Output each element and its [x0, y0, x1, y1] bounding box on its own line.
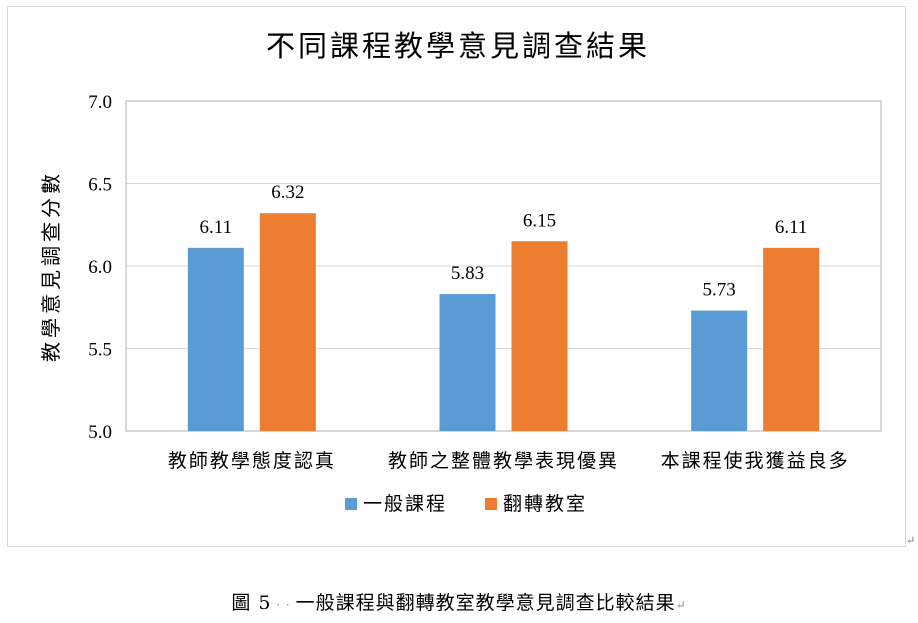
- data-label: 5.83: [451, 263, 484, 284]
- legend-label: 翻轉教室: [503, 493, 587, 515]
- bar: [259, 213, 316, 431]
- data-label: 6.11: [775, 217, 808, 238]
- data-label: 5.73: [703, 280, 736, 301]
- data-label: 6.32: [271, 182, 304, 203]
- legend-swatch: [485, 498, 497, 510]
- bar: [511, 241, 568, 431]
- plot-area-border: [125, 100, 882, 432]
- paragraph-mark-icon: ↵: [906, 534, 916, 547]
- y-axis-label: 教學意見調查分數: [39, 170, 63, 362]
- x-tick-label: 本課程使我獲益良多: [661, 450, 850, 472]
- x-tick-label: 教師教學態度認真: [168, 450, 336, 472]
- caption-prefix: 圖 5: [231, 592, 272, 614]
- bar: [691, 310, 748, 431]
- y-tick-label: 6.0: [88, 257, 112, 278]
- bar: [763, 247, 820, 431]
- y-tick-label: 5.0: [88, 422, 112, 443]
- data-label: 6.15: [523, 210, 556, 231]
- paragraph-mark-icon: ↵: [675, 598, 687, 612]
- data-label: 6.11: [200, 217, 233, 238]
- y-tick-label: 5.5: [88, 340, 112, 361]
- bar: [187, 247, 244, 431]
- chart-title: 不同課程教學意見調查結果: [266, 29, 650, 63]
- legend-swatch: [345, 498, 357, 510]
- figure-caption: 圖 5 · · 一般課程與翻轉教室教學意見調查比較結果↵: [0, 588, 918, 615]
- legend-label: 一般課程: [363, 493, 447, 515]
- chart-frame: [7, 6, 906, 547]
- bar: [439, 294, 496, 431]
- caption-text: 一般課程與翻轉教室教學意見調查比較結果: [295, 592, 676, 614]
- y-tick-label: 6.5: [88, 175, 112, 196]
- x-tick-label: 教師之整體教學表現優異: [388, 450, 619, 472]
- y-tick-label: 7.0: [88, 92, 112, 113]
- bar-chart: 不同課程教學意見調查結果 教學意見調查分數 5.0 5.5 6.0 6.5 7.0 6.1…: [39, 29, 882, 515]
- caption-space-marks: · ·: [271, 598, 296, 612]
